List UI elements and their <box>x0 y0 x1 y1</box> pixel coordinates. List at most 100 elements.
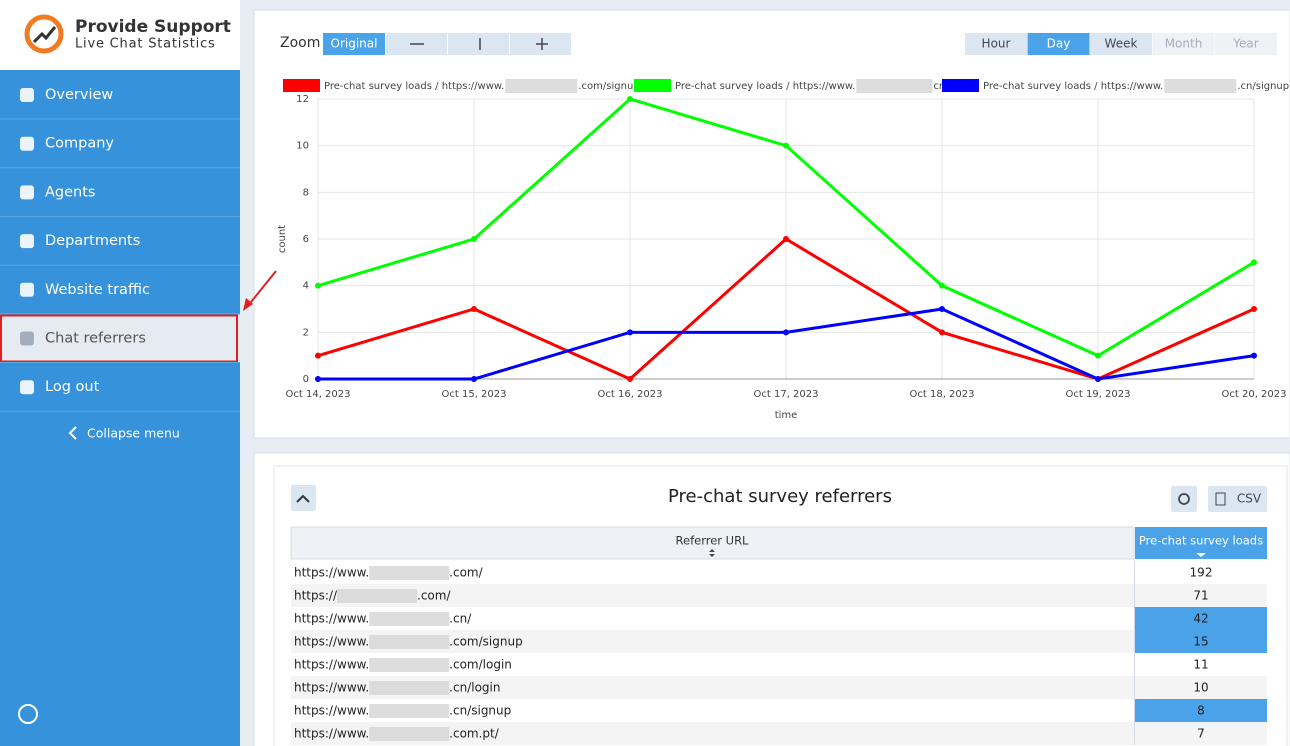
csv-label[interactable]: CSV <box>1237 492 1262 506</box>
redacted <box>369 704 450 718</box>
menu-item[interactable]: Departments <box>45 233 140 249</box>
menu-item[interactable]: Log out <box>45 379 100 395</box>
column-header[interactable]: Referrer URL <box>676 534 750 548</box>
y-tick-label: 2 <box>303 327 309 338</box>
data-point <box>471 306 477 312</box>
chart-panel <box>253 9 1290 439</box>
menu-icon <box>20 136 34 151</box>
redacted <box>856 79 933 93</box>
menu-item[interactable]: Website traffic <box>45 282 150 298</box>
url-start: https://www. <box>294 727 369 741</box>
redacted <box>1164 79 1237 93</box>
menu-icon <box>20 282 34 297</box>
zoom-original[interactable]: Original <box>331 37 378 51</box>
y-tick-label: 6 <box>303 234 309 245</box>
redacted <box>337 589 418 603</box>
header-col-1[interactable] <box>290 526 1135 560</box>
period-button[interactable] <box>1027 33 1090 55</box>
refresh-button[interactable] <box>1171 486 1197 512</box>
period-label: Year <box>1232 37 1258 51</box>
redacted <box>369 658 450 672</box>
url-end: .cn/signup <box>449 704 511 718</box>
zoom-button[interactable] <box>448 33 509 55</box>
period-button[interactable] <box>1090 33 1152 55</box>
collapse-icon <box>296 494 310 503</box>
data-point <box>627 96 633 102</box>
zoom-original-button[interactable] <box>323 33 385 55</box>
url-end: .cn/login <box>449 681 500 695</box>
legend-label-end[interactable]: cn/ <box>933 81 949 92</box>
url-start: https:// <box>294 589 338 603</box>
table-row <box>291 607 1267 630</box>
x-tick-label: Oct 15, 2023 <box>442 389 507 400</box>
collapse-button[interactable] <box>291 485 316 511</box>
x-tick-label: Oct 14, 2023 <box>286 389 351 400</box>
data-point <box>1251 259 1257 266</box>
url-start: https://www. <box>294 566 369 580</box>
data-point <box>315 282 321 289</box>
legend-label[interactable]: Pre-chat survey loads / https://www. <box>324 81 504 92</box>
menu-item-active[interactable] <box>0 314 240 363</box>
redacted <box>505 79 578 93</box>
logo-icon <box>24 14 64 54</box>
data-point <box>471 236 477 242</box>
data-point <box>315 376 321 382</box>
cell-highlight <box>1135 699 1267 722</box>
url-end: .com/ <box>449 566 483 580</box>
collapse-menu[interactable]: Collapse menu <box>87 426 180 441</box>
tagline: Live Chat Statistics <box>75 37 216 52</box>
url-start: https://www. <box>294 635 369 649</box>
zoom-label: Zoom <box>280 35 320 51</box>
menu-item[interactable]: Chat referrers <box>45 331 146 347</box>
table-row <box>291 699 1267 722</box>
url-start: https://www. <box>294 681 369 695</box>
brand: Provide Support <box>75 17 231 37</box>
loads-value: 10 <box>1193 681 1208 695</box>
legend-label[interactable]: Pre-chat survey loads / https://www. <box>983 81 1163 92</box>
data-point <box>783 142 789 149</box>
period-button <box>1152 33 1215 55</box>
csv-icon <box>1215 492 1226 506</box>
legend-label[interactable]: Pre-chat survey loads / https://www. <box>675 81 855 92</box>
loads-value: 11 <box>1193 658 1208 672</box>
redacted <box>369 566 450 580</box>
data-point <box>315 352 321 359</box>
data-point <box>939 282 945 289</box>
legend-swatch[interactable] <box>283 79 320 92</box>
menu-item[interactable]: Overview <box>45 87 113 103</box>
x-tick-label: Oct 18, 2023 <box>910 389 975 400</box>
menu-item[interactable]: Company <box>45 136 114 152</box>
menu-item[interactable]: Agents <box>45 184 95 200</box>
data-point <box>1251 352 1257 359</box>
legend-swatch[interactable] <box>634 79 671 92</box>
loads-value: 8 <box>1197 704 1205 718</box>
period-label[interactable]: Hour <box>982 37 1011 51</box>
x-tick-label: Oct 19, 2023 <box>1066 389 1131 400</box>
y-tick-label: 0 <box>303 374 309 385</box>
language-icon[interactable] <box>18 704 38 724</box>
x-axis-label: time <box>775 410 798 421</box>
refresh-icon <box>1178 493 1190 505</box>
table-row <box>291 561 1267 584</box>
data-point <box>939 306 945 312</box>
period-label[interactable]: Day <box>1047 37 1071 51</box>
table-row <box>291 722 1267 745</box>
data-point <box>627 376 633 382</box>
menu-icon <box>20 185 34 200</box>
y-tick-label: 8 <box>303 187 309 198</box>
column-header[interactable]: Pre-chat survey loads <box>1139 534 1263 548</box>
legend-label-end[interactable]: .com/signup <box>578 81 639 92</box>
y-tick-label: 12 <box>296 94 309 105</box>
x-tick-label: Oct 17, 2023 <box>754 389 819 400</box>
highlight-box <box>0 314 238 363</box>
url-end: .com/ <box>417 589 451 603</box>
url-end: .cn/ <box>449 612 472 626</box>
data-point <box>939 329 945 336</box>
period-label[interactable]: Week <box>1105 37 1138 51</box>
legend-label-end[interactable]: .cn/signup <box>1237 81 1289 92</box>
legend-swatch[interactable] <box>942 79 979 92</box>
x-tick-label: Oct 16, 2023 <box>598 389 663 400</box>
period-button[interactable] <box>965 33 1027 55</box>
loads-value: 71 <box>1193 589 1208 603</box>
